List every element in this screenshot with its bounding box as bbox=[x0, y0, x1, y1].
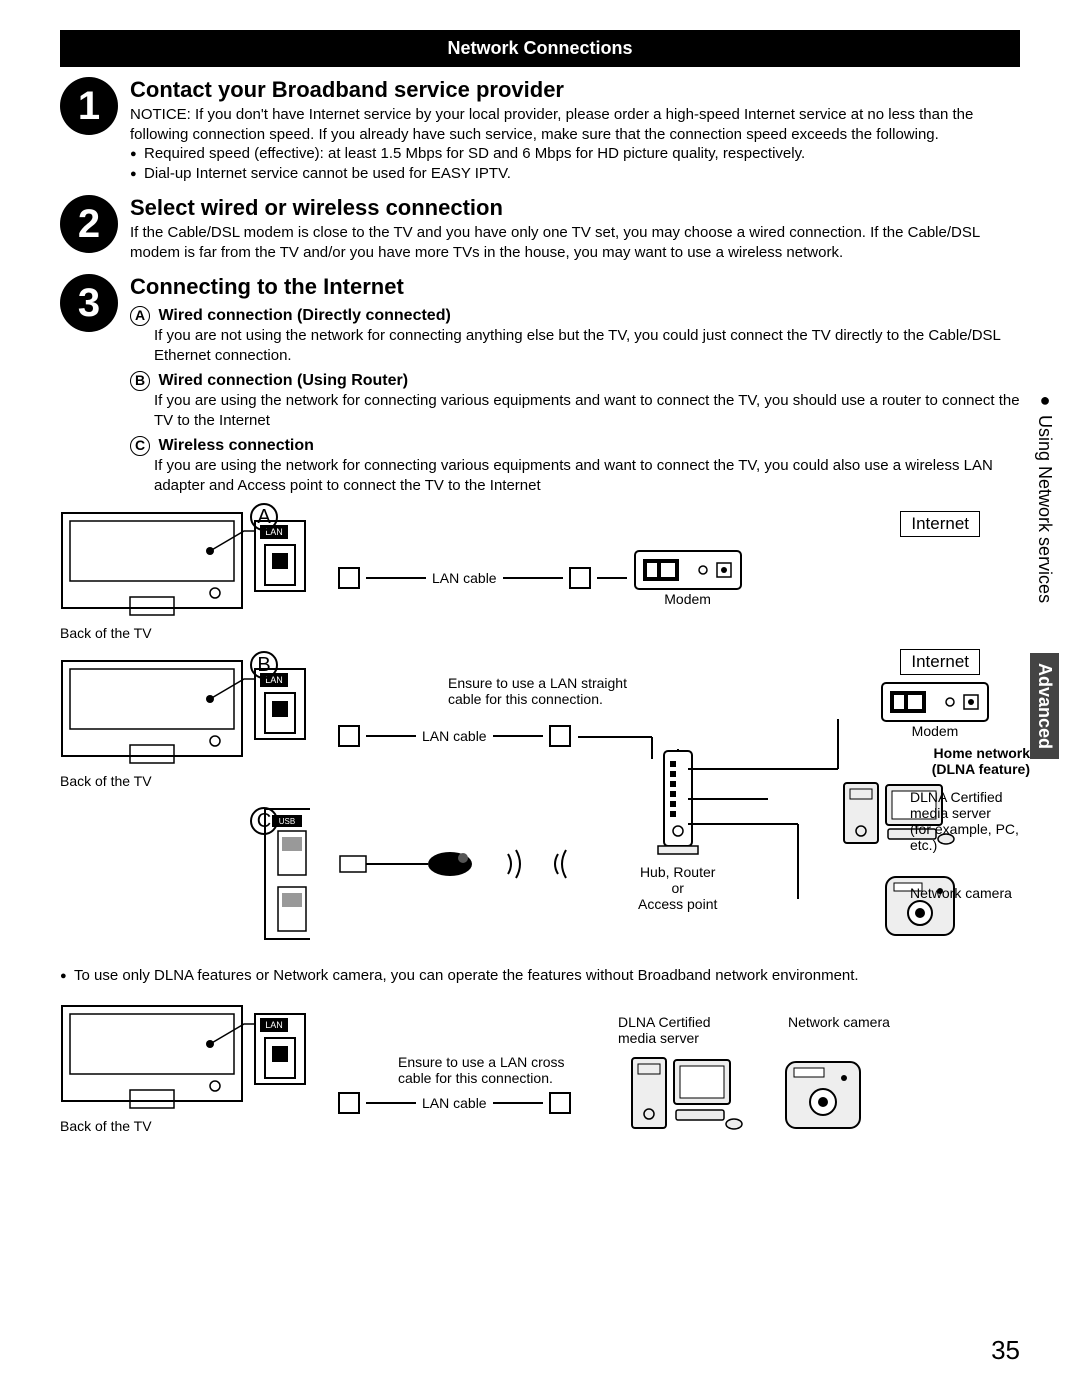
plug-icon bbox=[549, 725, 571, 747]
internet-label-b: Internet bbox=[900, 649, 980, 675]
diagram-letter-a: A bbox=[250, 503, 278, 531]
step-1: 1 Contact your Broadband service provide… bbox=[60, 77, 1020, 183]
plug-icon bbox=[338, 725, 360, 747]
option-b-heading: B Wired connection (Using Router) bbox=[130, 371, 1020, 391]
plug-icon bbox=[338, 567, 360, 589]
lan-cable-label-d: LAN cable bbox=[422, 1095, 487, 1111]
side-tab-advanced: Advanced bbox=[1030, 653, 1059, 759]
pc-icon-d bbox=[628, 1054, 748, 1136]
step-1-title: Contact your Broadband service provider bbox=[130, 77, 1020, 103]
plug-icon bbox=[338, 1092, 360, 1114]
step-3: 3 Connecting to the Internet A Wired con… bbox=[60, 274, 1020, 495]
step-2-body: If the Cable/DSL modem is close to the T… bbox=[130, 223, 1020, 262]
hub-router-label: Hub, Router bbox=[638, 864, 717, 880]
ensure-straight-note: Ensure to use a LAN straight cable for t… bbox=[448, 675, 648, 707]
side-tab-using-network: ● Using Network services bbox=[1030, 380, 1059, 613]
diagram-bc: B C LAN USB 1 2 bbox=[60, 659, 1020, 949]
modem-icon-b bbox=[880, 681, 990, 723]
step-number-2: 2 bbox=[60, 195, 118, 253]
dlna-server-eg: (for example, PC, etc.) bbox=[910, 821, 1019, 853]
diagrams: A LAN Back of the TV Internet LAN bbox=[60, 511, 1020, 1136]
step-number-1: 1 bbox=[60, 77, 118, 135]
step-number-3: 3 bbox=[60, 274, 118, 332]
camera-label: Network camera bbox=[910, 885, 1030, 901]
tv-caption-b: Back of the TV bbox=[60, 773, 152, 789]
letter-a-icon: A bbox=[130, 306, 150, 326]
step-1-notice: NOTICE: If you don't have Internet servi… bbox=[130, 105, 1020, 144]
ensure-cross-note: Ensure to use a LAN cross cable for this… bbox=[398, 1054, 598, 1086]
dlna-server-label: DLNA Certified media server bbox=[910, 789, 1003, 821]
option-b-body: If you are using the network for connect… bbox=[130, 391, 1020, 430]
lan-cable-label-b: LAN cable bbox=[422, 728, 487, 744]
internet-label-a: Internet bbox=[900, 511, 980, 537]
modem-label-a: Modem bbox=[633, 591, 743, 607]
dlna-feature-label: (DLNA feature) bbox=[830, 761, 1030, 777]
section-header: Network Connections bbox=[60, 30, 1020, 67]
camera-label-d: Network camera bbox=[788, 1014, 890, 1046]
step-3-title: Connecting to the Internet bbox=[130, 274, 1020, 300]
access-point-label: Access point bbox=[638, 896, 717, 912]
home-network-label: Home network bbox=[830, 745, 1030, 761]
option-a-title: Wired connection (Directly connected) bbox=[158, 307, 450, 324]
or-label: or bbox=[638, 880, 717, 896]
plug-icon bbox=[569, 567, 591, 589]
dlna-note: To use only DLNA features or Network cam… bbox=[60, 967, 1020, 984]
option-a-body: If you are not using the network for con… bbox=[130, 326, 1020, 365]
router-icon bbox=[648, 749, 708, 859]
diagram-dlna-only: LAN Back of the TV DLNA Certified media … bbox=[60, 1004, 1020, 1136]
plug-icon bbox=[549, 1092, 571, 1114]
option-b-title: Wired connection (Using Router) bbox=[158, 372, 408, 389]
dlna-server-label-d: DLNA Certified media server bbox=[618, 1014, 728, 1046]
wireless-adapter-icon bbox=[338, 844, 568, 884]
svg-text:USB: USB bbox=[279, 817, 295, 826]
lan-cable-label-a: LAN cable bbox=[432, 570, 497, 586]
tv-back-icon-b: LAN USB 1 2 bbox=[60, 659, 310, 949]
svg-text:LAN: LAN bbox=[265, 1020, 283, 1030]
letter-c-icon: C bbox=[130, 436, 150, 456]
camera-icon-d bbox=[778, 1054, 868, 1136]
side-tabs: ● Using Network services Advanced bbox=[1030, 380, 1062, 759]
option-c-heading: C Wireless connection bbox=[130, 436, 1020, 456]
page-number: 35 bbox=[991, 1335, 1020, 1366]
step-1-bullet-1: Required speed (effective): at least 1.5… bbox=[130, 144, 1020, 164]
option-a-heading: A Wired connection (Directly connected) bbox=[130, 306, 1020, 326]
tv-caption-d: Back of the TV bbox=[60, 1118, 310, 1134]
tv-caption-a: Back of the TV bbox=[60, 625, 310, 641]
step-1-bullet-2: Dial-up Internet service cannot be used … bbox=[130, 164, 1020, 184]
step-2: 2 Select wired or wireless connection If… bbox=[60, 195, 1020, 262]
diagram-a: A LAN Back of the TV Internet LAN bbox=[60, 511, 1020, 641]
option-c-title: Wireless connection bbox=[158, 437, 313, 454]
option-c-body: If you are using the network for connect… bbox=[130, 456, 1020, 495]
letter-b-icon: B bbox=[130, 371, 150, 391]
modem-icon bbox=[633, 549, 743, 591]
tv-back-icon-d: LAN bbox=[60, 1004, 310, 1114]
modem-label-b: Modem bbox=[880, 723, 990, 739]
camera-icon bbox=[880, 869, 960, 941]
diagram-letter-c: C bbox=[250, 807, 278, 835]
diagram-letter-b: B bbox=[250, 651, 278, 679]
step-2-title: Select wired or wireless connection bbox=[130, 195, 1020, 221]
